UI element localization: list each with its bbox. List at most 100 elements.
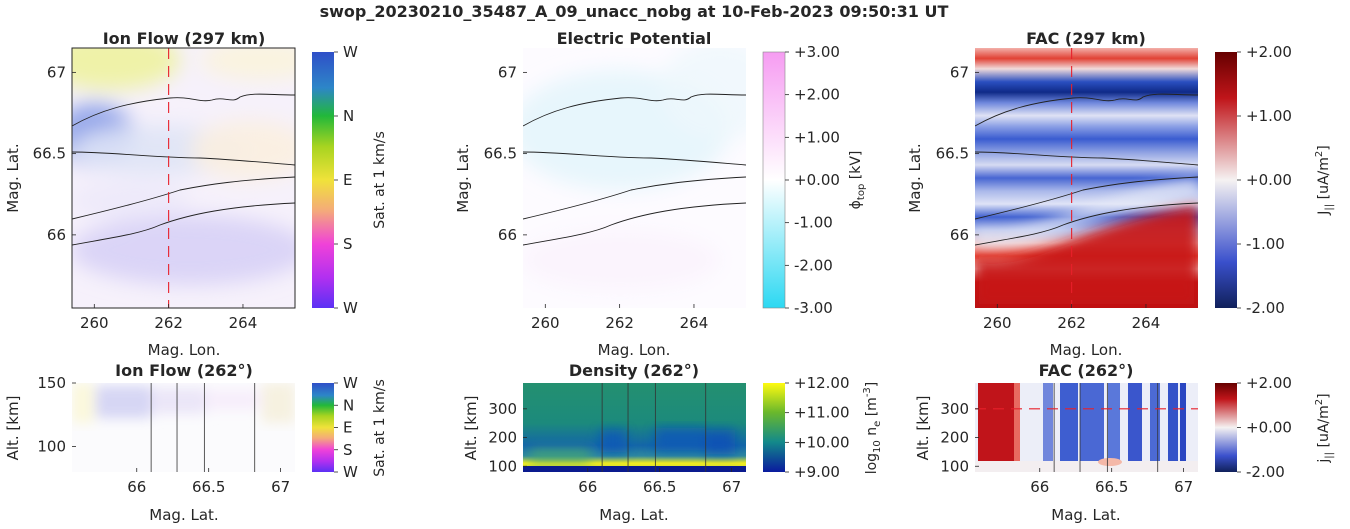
ion-flow-alt-ylabel: Alt. [km]	[4, 396, 22, 461]
colorbar-tick-label: -1.00	[794, 214, 833, 232]
y-tick-label: 66.5	[33, 145, 66, 163]
fac-map-panel: FAC (297 km) Mag. Lon. Mag. Lat. 260 262 2…	[906, 29, 1335, 359]
fac-map-ticks: 260 262 264 66 66.5 67	[936, 63, 1161, 332]
colorbar-tick-label: +9.00	[794, 463, 840, 481]
fac-alt-plot	[975, 383, 1198, 472]
ion-flow-alt-title: Ion Flow (262°)	[115, 361, 253, 380]
colorbar-tick-label: +2.00	[1246, 374, 1292, 392]
ion-flow-alt-plot	[150, 383, 256, 472]
y-tick-label: 67	[498, 63, 517, 81]
colorbar-tick-label: W	[343, 374, 358, 392]
colorbar-tick-label: +2.00	[794, 86, 840, 104]
potential-map-colorbar-ticks: +3.00 +2.00 +1.00 +0.00 -1.00 -2.00 -3.00	[785, 43, 840, 317]
colorbar-tick-label: W	[343, 463, 358, 481]
figure-title: swop_20230210_35487_A_09_unacc_nobg at 1…	[320, 2, 949, 21]
x-tick-label: 262	[154, 314, 183, 332]
x-tick-label: 260	[80, 314, 109, 332]
density-alt-ylabel: Alt. [km]	[462, 396, 480, 461]
density-alt-xlabel: Mag. Lat.	[599, 506, 668, 524]
potential-map-title: Electric Potential	[557, 29, 712, 48]
ion-flow-map-title: Ion Flow (297 km)	[103, 29, 266, 48]
ion-flow-map-colorbar-ticks: W N E S W	[334, 43, 358, 317]
boundary-contour	[72, 176, 295, 220]
ion-flow-map-xlabel: Mag. Lon.	[148, 341, 221, 359]
fac-map-colorbar-ticks: +2.00 +1.00 +0.00 -1.00 -2.00	[1237, 43, 1292, 317]
x-tick-label: 67	[722, 478, 741, 496]
y-tick-label: 100	[940, 457, 969, 475]
fac-map-plot	[975, 48, 1198, 308]
colorbar-tick-label: +0.00	[794, 171, 840, 189]
ion-flow-alt-ticks: 66 66.5 67 100 150	[37, 374, 290, 496]
colorbar-tick-label: +0.00	[1246, 171, 1292, 189]
ion-flow-alt-heatmap	[72, 383, 295, 472]
ion-flow-map-panel: Ion Flow (297 km) Mag. Lon. Mag. Lat. 26…	[4, 29, 388, 359]
y-tick-label: 66.5	[936, 145, 969, 163]
colorbar-tick-label: S	[343, 441, 353, 459]
ion-flow-alt-colorbar	[312, 383, 334, 472]
y-tick-label: 66	[47, 226, 66, 244]
potential-map-colorbar-label: ϕtop [kV]	[848, 151, 867, 210]
ion-flow-map-colorbar	[312, 52, 334, 308]
potential-map-plot	[523, 93, 746, 246]
x-tick-label: 262	[1057, 314, 1086, 332]
fac-alt-colorbar-ticks: +2.00 +0.00 -2.00	[1237, 374, 1292, 481]
x-tick-label: 66	[1030, 478, 1049, 496]
fac-map-colorbar	[1215, 52, 1237, 308]
y-tick-label: 200	[488, 429, 517, 447]
potential-map-panel: Electric Potential Mag. Lon. Mag. Lat. 2…	[454, 29, 867, 359]
x-tick-label: 66.5	[1095, 478, 1128, 496]
y-tick-label: 150	[37, 374, 66, 392]
ion-flow-map-colorbar-label: Sat. at 1 km/s	[372, 131, 388, 229]
density-alt-ticks: 66 66.5 67 100 200 300	[488, 400, 741, 496]
fac-map-colorbar-label: J|| [uA/m2]	[1314, 145, 1335, 215]
y-tick-label: 66	[950, 226, 969, 244]
boundary-contour	[975, 93, 1198, 127]
density-alt-colorbar	[763, 383, 785, 472]
y-tick-label: 200	[940, 429, 969, 447]
x-tick-label: 66	[127, 478, 146, 496]
boundary-contour	[72, 202, 295, 246]
fac-alt-panel: FAC (262°) Mag. Lat. Alt. [km] 66 66.5 67 1…	[914, 361, 1335, 524]
colorbar-tick-label: +11.00	[794, 404, 850, 422]
fac-alt-ylabel: Alt. [km]	[914, 396, 932, 461]
boundary-contour	[975, 202, 1198, 246]
boundary-contour	[975, 151, 1198, 166]
fac-map-heatmap	[975, 48, 1198, 308]
x-tick-label: 260	[531, 314, 560, 332]
boundary-contour	[72, 93, 295, 127]
fac-map-xlabel: Mag. Lon.	[1050, 341, 1123, 359]
ion-flow-map-plot	[72, 48, 295, 308]
colorbar-tick-label: W	[343, 43, 358, 61]
x-tick-label: 66.5	[192, 478, 225, 496]
x-tick-label: 66	[578, 478, 597, 496]
colorbar-tick-label: -1.00	[1246, 235, 1285, 253]
x-tick-label: 67	[271, 478, 290, 496]
y-tick-label: 100	[37, 438, 66, 456]
fac-alt-colorbar	[1215, 383, 1237, 472]
fac-alt-colorbar-label: j|| [uA/m2]	[1314, 393, 1335, 463]
potential-map-colorbar	[762, 51, 786, 309]
boundary-contour	[72, 151, 295, 166]
potential-map-xlabel: Mag. Lon.	[598, 341, 671, 359]
y-tick-label: 300	[940, 400, 969, 418]
colorbar-tick-label: -3.00	[794, 299, 833, 317]
colorbar-tick-label: +0.00	[1246, 419, 1292, 437]
ion-flow-map-axes	[71, 47, 296, 309]
ion-flow-map-heatmap	[72, 48, 295, 308]
potential-map-ticks: 260 262 264 66 66.5 67	[484, 63, 709, 332]
fac-alt-ticks: 66 66.5 67 100 200 300	[940, 400, 1193, 496]
fac-map-title: FAC (297 km)	[1026, 29, 1146, 48]
colorbar-tick-label: +10.00	[794, 433, 850, 451]
density-alt-colorbar-label: log10 ne [m-3]	[862, 382, 883, 475]
x-tick-label: 260	[983, 314, 1012, 332]
ion-flow-map-ylabel: Mag. Lat.	[4, 143, 22, 212]
density-alt-title: Density (262°)	[569, 361, 699, 380]
colorbar-tick-label: E	[343, 419, 352, 437]
colorbar-tick-label: N	[343, 107, 354, 125]
colorbar-tick-label: +1.00	[1246, 107, 1292, 125]
y-tick-label: 67	[950, 63, 969, 81]
x-tick-label: 262	[605, 314, 634, 332]
x-tick-label: 66.5	[643, 478, 676, 496]
colorbar-tick-label: S	[343, 235, 353, 253]
boundary-contour	[975, 176, 1198, 220]
